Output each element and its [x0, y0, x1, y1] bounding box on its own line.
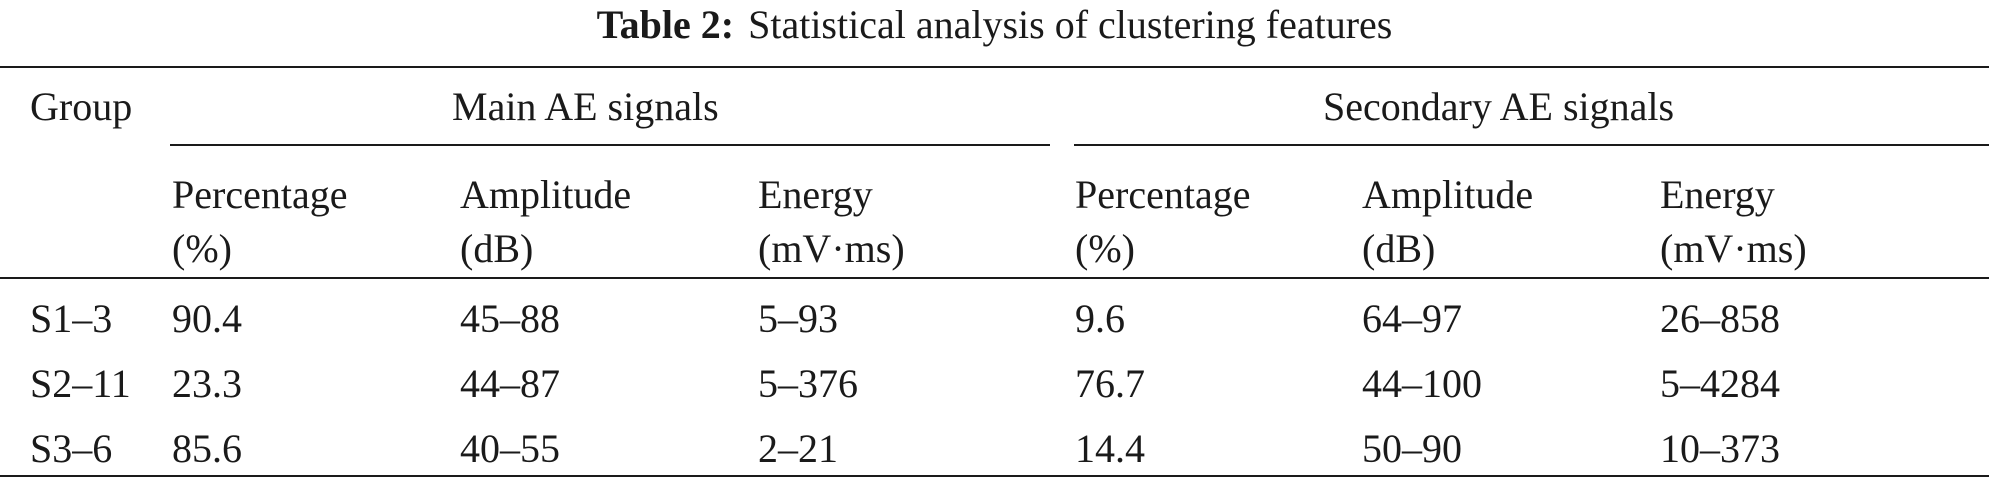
secondary-percentage-cell: 76.7 [1075, 361, 1145, 406]
bottom-rule [0, 475, 1989, 477]
header-main-signals: Main AE signals [452, 84, 719, 129]
header-group: Group [30, 84, 133, 129]
main-percentage-cell: 85.6 [172, 426, 242, 471]
secondary-percentage-cell: 14.4 [1075, 426, 1145, 471]
header-main-percentage: Percentage [172, 172, 348, 217]
header-secondary-percentage: Percentage [1075, 172, 1251, 217]
main-energy-cell: 5–376 [758, 361, 858, 406]
table-caption: Table 2: Statistical analysis of clusteri… [0, 2, 1989, 48]
header-secondary-amplitude-unit: (dB) [1362, 226, 1436, 271]
secondary-energy-cell: 26–858 [1660, 296, 1780, 341]
main-amplitude-cell: 45–88 [460, 296, 560, 341]
secondary-group-rule [1074, 144, 1989, 146]
header-main-energy: Energy [758, 172, 873, 217]
secondary-amplitude-cell: 44–100 [1362, 361, 1482, 406]
main-group-rule [170, 144, 1050, 146]
secondary-energy-cell: 5–4284 [1660, 361, 1780, 406]
header-main-amplitude-unit: (dB) [460, 226, 534, 271]
header-secondary-energy: Energy [1660, 172, 1775, 217]
secondary-percentage-cell: 9.6 [1075, 296, 1125, 341]
header-main-energy-unit: (mV·ms) [758, 226, 905, 271]
main-energy-cell: 5–93 [758, 296, 838, 341]
caption-title: Statistical analysis of clustering featu… [748, 2, 1393, 47]
header-main-amplitude: Amplitude [460, 172, 632, 217]
secondary-amplitude-cell: 64–97 [1362, 296, 1462, 341]
secondary-amplitude-cell: 50–90 [1362, 426, 1462, 471]
secondary-energy-cell: 10–373 [1660, 426, 1780, 471]
top-rule [0, 66, 1989, 68]
header-secondary-percentage-unit: (%) [1075, 226, 1135, 271]
row-group-cell: S2–11 [30, 361, 131, 406]
main-energy-cell: 2–21 [758, 426, 838, 471]
header-secondary-signals: Secondary AE signals [1323, 84, 1675, 129]
row-group-cell: S1–3 [30, 296, 113, 341]
header-secondary-energy-unit: (mV·ms) [1660, 226, 1807, 271]
main-percentage-cell: 90.4 [172, 296, 242, 341]
main-percentage-cell: 23.3 [172, 361, 242, 406]
caption-label: Table 2: [596, 2, 735, 47]
header-bottom-rule [0, 277, 1989, 279]
header-main-percentage-unit: (%) [172, 226, 232, 271]
row-group-cell: S3–6 [30, 426, 113, 471]
header-secondary-amplitude: Amplitude [1362, 172, 1534, 217]
main-amplitude-cell: 40–55 [460, 426, 560, 471]
main-amplitude-cell: 44–87 [460, 361, 560, 406]
